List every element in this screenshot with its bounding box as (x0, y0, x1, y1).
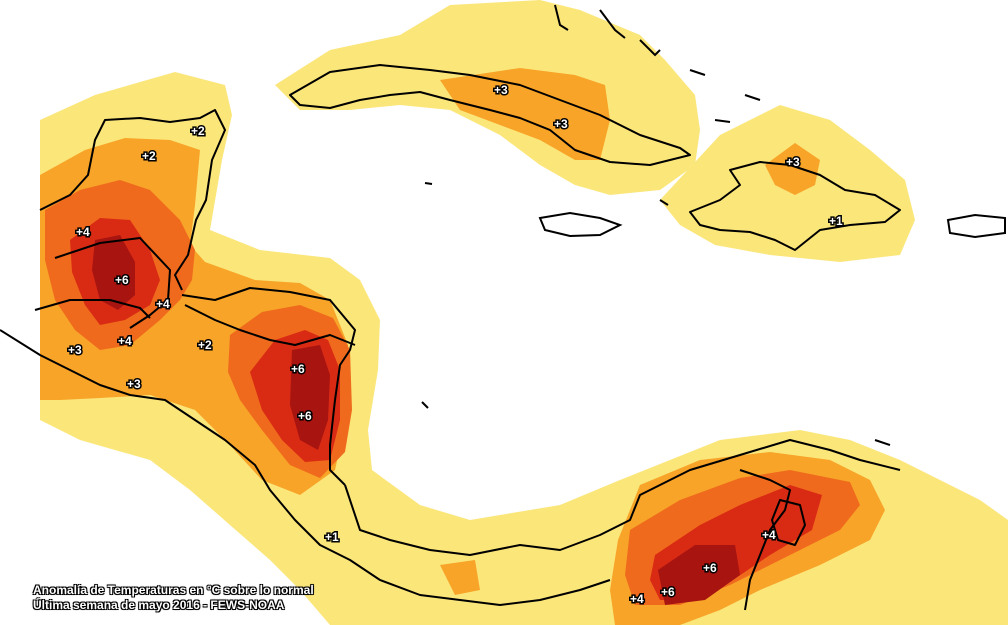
anomaly-label: +3 (68, 343, 82, 357)
honduras-nicaragua-border (184, 304, 356, 346)
anomaly-label: +3 (494, 83, 508, 97)
cuba-outline (289, 64, 691, 166)
mexico-guatemala-border (34, 299, 151, 319)
caption-line-source: Última semana de mayo 2016 - FEWS-NOAA (33, 598, 285, 612)
anomaly-label: +2 (142, 149, 156, 163)
puerto-rico (946, 213, 1006, 239)
central-america-pacific-coast (0, 329, 611, 606)
anomaly-label: +4 (156, 297, 170, 311)
hispaniola-outline (689, 161, 901, 251)
yucatan-coast (39, 109, 226, 291)
anomaly-label: +2 (198, 338, 212, 352)
panama-coast (344, 439, 901, 556)
anomaly-label: +4 (118, 334, 132, 348)
caption-line-title: Anomalía de Temperaturas en °C sobre lo … (33, 583, 314, 597)
map-caption: Anomalía de Temperaturas en °C sobre lo … (33, 583, 314, 613)
guatemala-border (54, 237, 171, 329)
bahamas-islands (421, 4, 891, 446)
anomaly-label: +4 (630, 592, 644, 606)
anomaly-label: +1 (829, 214, 843, 228)
land-outlines (0, 64, 901, 611)
anomaly-labels: +2 +2 +4 +6 +4 +3 +4 +2 +3 +6 +6 +3 +3 +… (67, 82, 845, 608)
anomaly-label: +6 (298, 409, 312, 423)
anomaly-label: +3 (554, 117, 568, 131)
anomaly-band-5 (92, 235, 740, 605)
central-america-north-coast (181, 287, 356, 486)
anomaly-label: +4 (76, 225, 90, 239)
colombia-venezuela-border (739, 469, 791, 611)
anomaly-label: +6 (703, 561, 717, 575)
anomaly-label: +2 (191, 124, 205, 138)
anomaly-label: +6 (291, 362, 305, 376)
anomaly-label: +4 (762, 528, 776, 542)
anomaly-label: +6 (115, 273, 129, 287)
anomaly-label: +6 (661, 585, 675, 599)
jamaica (538, 211, 623, 238)
anomaly-label: +1 (325, 530, 339, 544)
anomaly-label: +3 (786, 155, 800, 169)
anomaly-label: +3 (127, 377, 141, 391)
maracaibo-lake (771, 499, 806, 546)
